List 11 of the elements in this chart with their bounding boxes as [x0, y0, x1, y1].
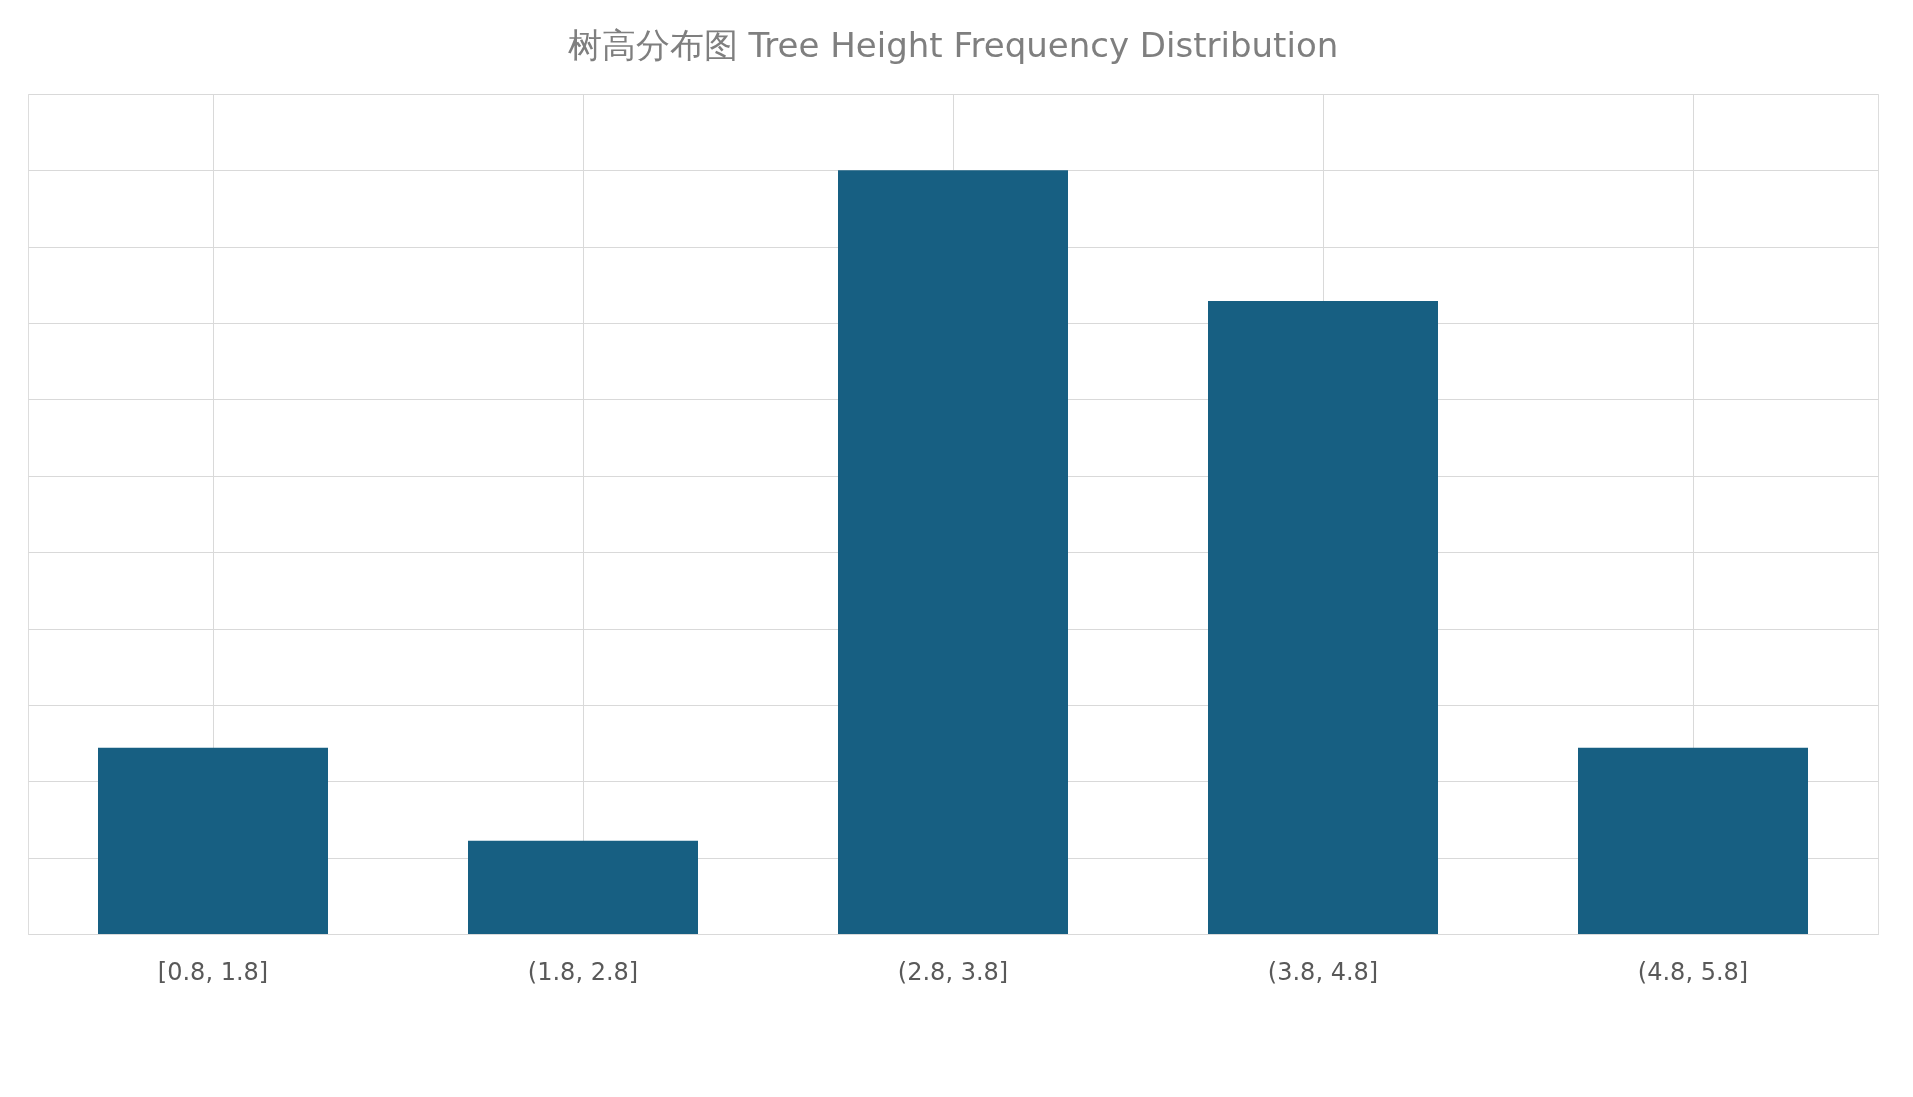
- x-tick-label: (1.8, 2.8]: [527, 957, 639, 986]
- x-tick-label: (2.8, 3.8]: [897, 957, 1009, 986]
- bar: [98, 747, 328, 934]
- bar: [1578, 747, 1808, 934]
- x-tick-label: [0.8, 1.8]: [157, 957, 269, 986]
- x-tick-label: (3.8, 4.8]: [1267, 957, 1379, 986]
- x-tick-label: (4.8, 5.8]: [1637, 957, 1749, 986]
- bar: [468, 840, 698, 934]
- chart-title: 树高分布图 Tree Height Frequency Distribution: [567, 25, 1339, 65]
- bar: [838, 170, 1068, 934]
- bar: [1208, 300, 1438, 934]
